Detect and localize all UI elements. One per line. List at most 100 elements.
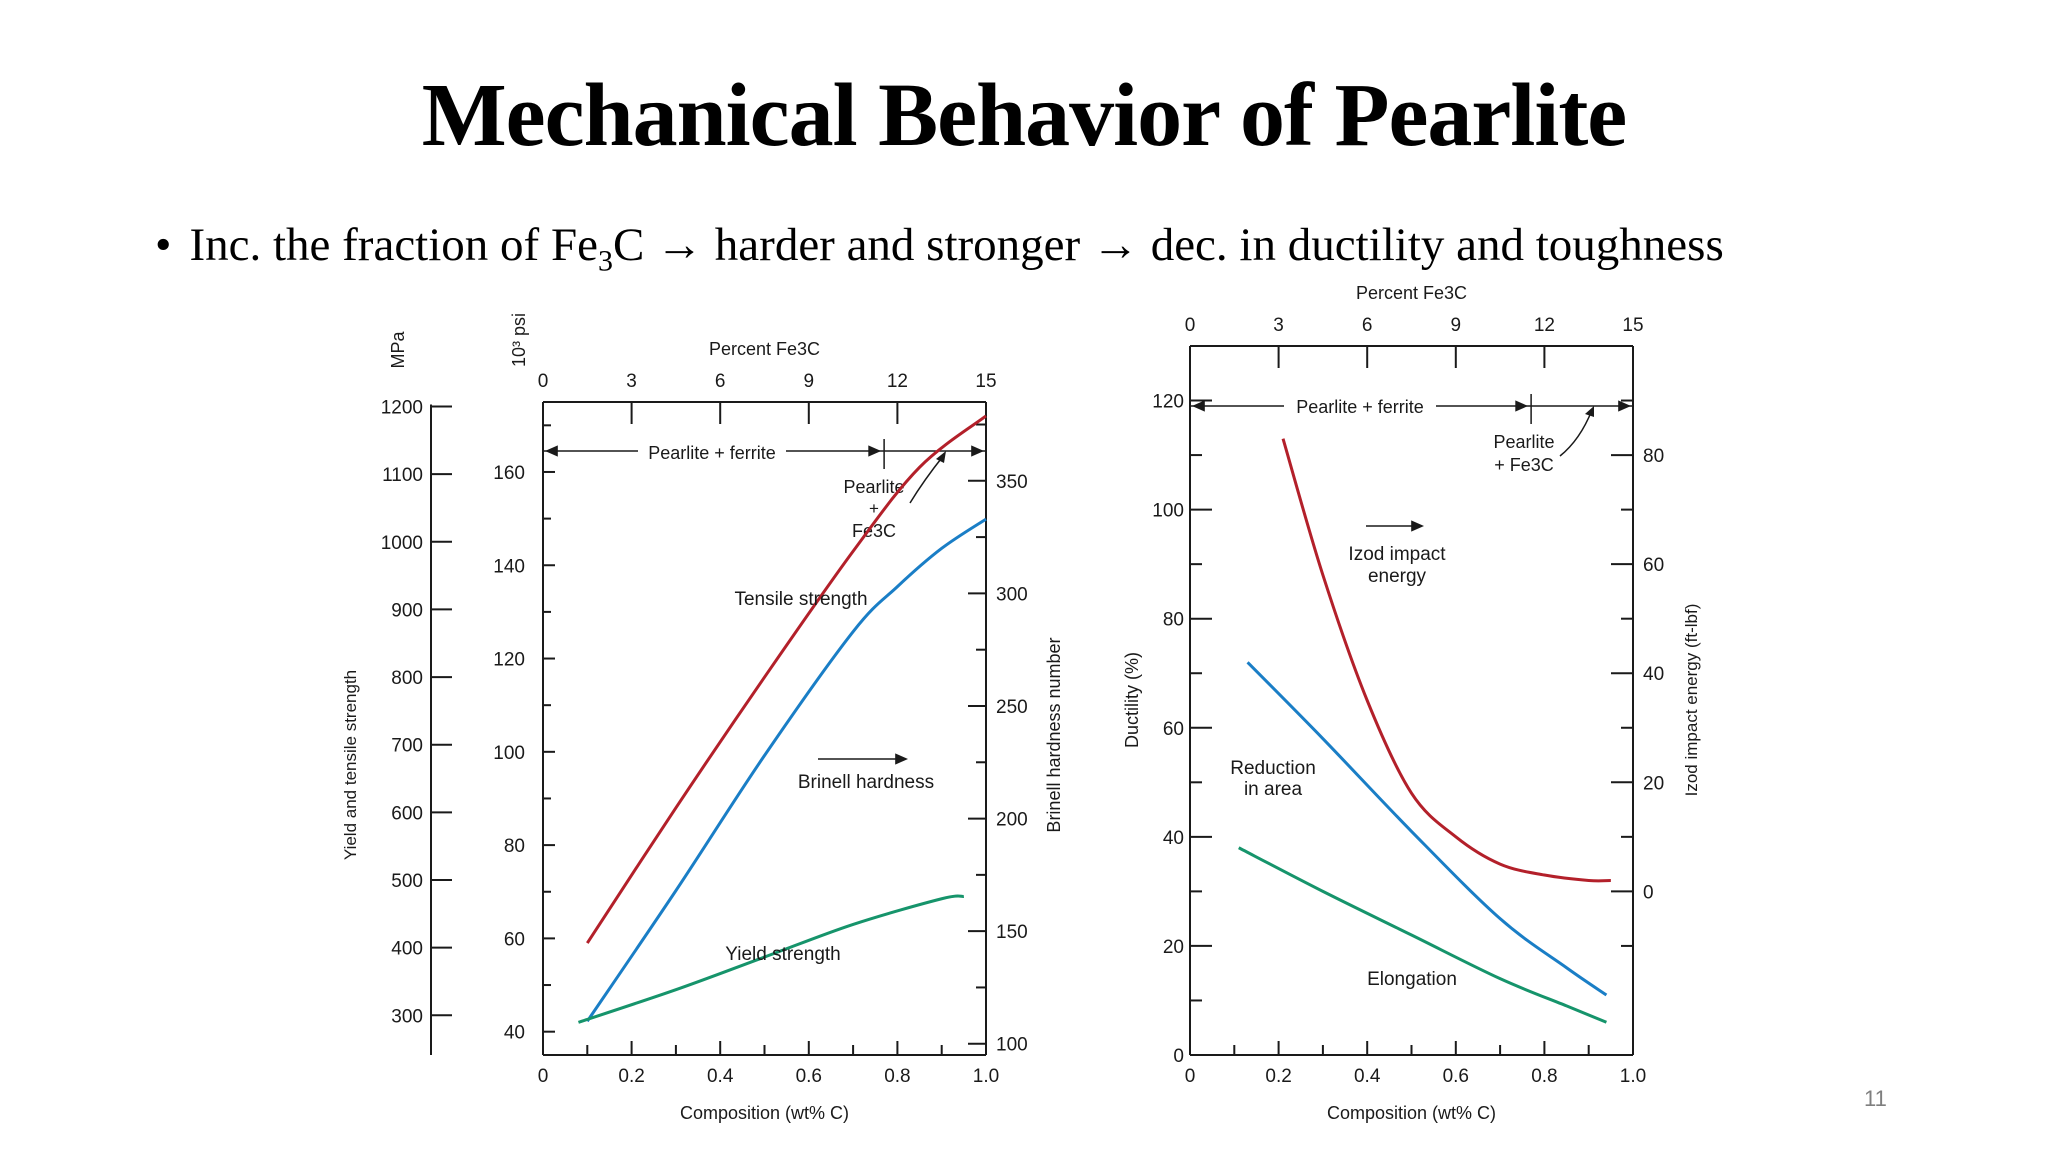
- c1-xtick-label: 0.8: [884, 1066, 910, 1087]
- c2-series-line-2: [1238, 846, 1607, 1024]
- c2-izod-tick-label: 20: [1643, 773, 1664, 794]
- c1-xtick-label: 0.6: [796, 1066, 822, 1087]
- c1-region-label-bg: [638, 439, 786, 465]
- c1-brinell-tick-label: 300: [996, 584, 1028, 605]
- c1-xtick-label: 0: [538, 1066, 549, 1087]
- c1-mpa-tick-label: 900: [391, 600, 423, 621]
- c2-top-tick-label: 3: [1273, 315, 1284, 336]
- c2-label-izod-2: energy: [1368, 566, 1427, 587]
- c2-region-arrow-right: [1618, 400, 1631, 412]
- c1-top-tick-label: 6: [715, 371, 726, 392]
- c2-top-axis-label: Percent Fe3C: [1356, 283, 1467, 303]
- c1-brinell-tick-label: 150: [996, 922, 1028, 943]
- c1-xlabel: Composition (wt% C): [680, 1103, 849, 1123]
- bullet-text-start: Inc. the fraction of Fe: [189, 219, 598, 271]
- c1-top-tick-label: 0: [538, 371, 549, 392]
- c1-top-tick-label: 12: [887, 371, 908, 392]
- c2-region-label-pearlite: Pearlite: [1493, 432, 1554, 452]
- c1-mpa-tick-label: 300: [391, 1006, 423, 1027]
- c1-series-line-0: [586, 414, 987, 944]
- c2-ductility-tick-label: 100: [1152, 501, 1184, 522]
- c2-top-tick-label: 0: [1185, 315, 1196, 336]
- bullet-dot: •: [155, 219, 172, 271]
- c1-mpa-tick-label: 700: [391, 736, 423, 757]
- c2-ductility-tick-label: 40: [1163, 828, 1184, 849]
- c1-top-tick-label: 9: [804, 371, 815, 392]
- c2-ductility-tick-label: 60: [1163, 719, 1184, 740]
- c2-izod-axis-label: Izod impact energy (ft-lbf): [1682, 604, 1701, 797]
- c2-xlabel: Composition (wt% C): [1327, 1103, 1496, 1123]
- c1-psi-tick-label: 80: [504, 836, 525, 857]
- c1-top-tick-label: 3: [626, 371, 637, 392]
- c2-top-tick-label: 15: [1622, 315, 1643, 336]
- c2-izod-tick-label: 80: [1643, 446, 1664, 467]
- c1-label-brinell: Brinell hardness: [798, 772, 934, 793]
- c2-izod-tick-label: 0: [1643, 882, 1654, 903]
- c1-series-line-1: [586, 517, 987, 1023]
- c1-top-axis-label: Percent Fe3C: [709, 339, 820, 359]
- c2-ductility-tick-label: 80: [1163, 610, 1184, 631]
- c2-region-label-pearlite-ferrite: Pearlite + ferrite: [1296, 397, 1424, 417]
- c2-ductility-tick-label: 0: [1173, 1046, 1184, 1067]
- c2-pointer-line: [1559, 409, 1593, 457]
- c2-xtick-label: 1.0: [1620, 1066, 1646, 1087]
- c1-mpa-tick-label: 1100: [382, 465, 423, 486]
- c1-psi-axis-label: 10³ psi: [509, 313, 529, 367]
- c2-izod-tick-label: 60: [1643, 555, 1664, 576]
- c2-label-izod-1: Izod impact: [1348, 544, 1446, 565]
- c1-region-arrow-mid: [868, 445, 882, 457]
- c2-izod-tick-label: 40: [1643, 664, 1664, 685]
- c1-psi-tick-label: 140: [493, 556, 525, 577]
- c2-label-reduction-1: Reduction: [1230, 758, 1316, 779]
- c1-mpa-tick-label: 600: [391, 803, 423, 824]
- c1-brinell-tick-label: 250: [996, 697, 1028, 718]
- c1-mpa-tick-label: 1000: [381, 533, 423, 554]
- c2-label-reduction-2: in area: [1244, 779, 1303, 800]
- c1-brinell-axis-label: Brinell hardness number: [1044, 637, 1064, 832]
- c1-mpa-tick-label: 800: [391, 668, 423, 689]
- c1-region-label-plus: +: [869, 499, 879, 518]
- c1-region-label-pearlite: Pearlite: [843, 477, 904, 497]
- c2-pointer-head: [1585, 406, 1594, 417]
- c1-mpa-tick-label: 400: [391, 939, 423, 960]
- bullet-point: • Inc. the fraction of Fe3C → harder and …: [155, 218, 1724, 278]
- c1-xtick-label: 0.4: [707, 1066, 734, 1087]
- c1-psi-tick-label: 60: [504, 929, 525, 950]
- c2-region-label-bg: [1284, 394, 1436, 420]
- c2-label-elongation: Elongation: [1367, 969, 1457, 990]
- c2-izod-arrow-head: [1411, 520, 1424, 532]
- slide-title: Mechanical Behavior of Pearlite: [421, 66, 1628, 165]
- c1-region-label-pearlite-ferrite: Pearlite + ferrite: [648, 443, 776, 463]
- c1-label-yield: Yield strength: [725, 944, 840, 965]
- c2-top-tick-label: 9: [1451, 315, 1462, 336]
- c1-mpa-tick-label: 1200: [381, 397, 423, 418]
- c1-yaxis-label: Yield and tensile strength: [341, 670, 360, 860]
- bullet-subscript: 3: [597, 244, 613, 278]
- c1-label-tensile: Tensile strength: [734, 589, 867, 610]
- c2-top-tick-label: 12: [1534, 315, 1555, 336]
- c1-region-arrow-right: [971, 445, 984, 457]
- c2-region-arrow-left: [1192, 400, 1205, 412]
- c1-brinell-arrow-head: [895, 753, 908, 765]
- c1-brinell-tick-label: 350: [996, 472, 1028, 493]
- c1-pointer-head: [936, 451, 946, 463]
- c2-xtick-label: 0.2: [1265, 1066, 1291, 1087]
- c2-region-arrow-mid: [1515, 400, 1529, 412]
- c2-xtick-label: 0.6: [1443, 1066, 1469, 1087]
- c1-psi-tick-label: 40: [504, 1023, 525, 1044]
- c2-xtick-label: 0: [1185, 1066, 1196, 1087]
- c1-region-arrow-left: [545, 445, 558, 457]
- bullet-text-end: C → harder and stronger → dec. in ductil…: [612, 219, 1724, 271]
- c1-series-line-2: [577, 894, 965, 1024]
- c2-top-tick-label: 6: [1362, 315, 1373, 336]
- c2-ductility-tick-label: 120: [1152, 392, 1184, 413]
- c2-xtick-label: 0.8: [1531, 1066, 1557, 1087]
- page-number: 11: [1864, 1086, 1887, 1111]
- c1-xtick-label: 0.2: [618, 1066, 644, 1087]
- c1-psi-tick-label: 120: [493, 650, 525, 671]
- c1-xtick-label: 1.0: [973, 1066, 999, 1087]
- c1-psi-tick-label: 160: [493, 463, 525, 484]
- c1-brinell-tick-label: 200: [996, 810, 1028, 831]
- c2-series-line-0: [1281, 438, 1611, 883]
